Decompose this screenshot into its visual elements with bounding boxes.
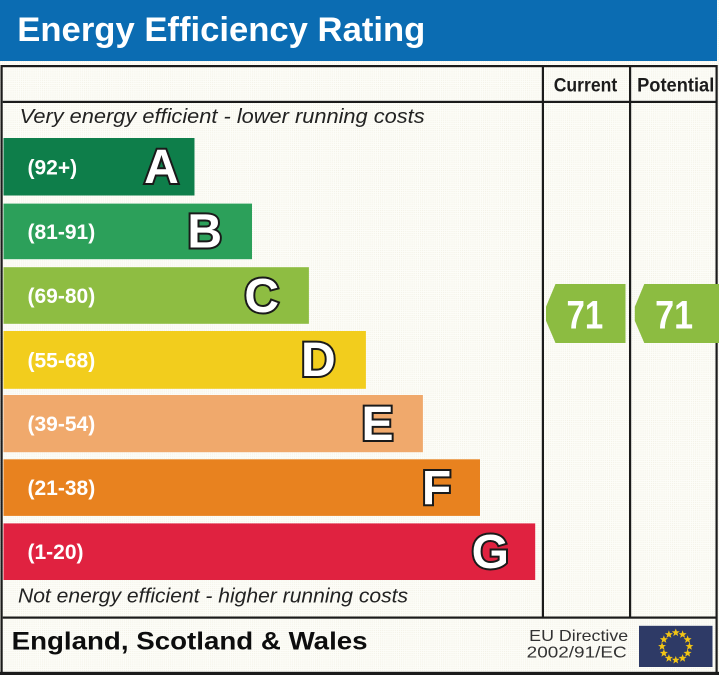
- svg-text:(92+): (92+): [28, 156, 78, 179]
- svg-text:Not energy efficient - higher: Not energy efficient - higher running co…: [18, 586, 408, 608]
- svg-text:Very energy efficient - lower: Very energy efficient - lower running co…: [20, 106, 425, 128]
- svg-text:(21-38): (21-38): [28, 477, 96, 500]
- svg-text:71: 71: [567, 294, 604, 338]
- svg-text:C: C: [244, 270, 279, 323]
- svg-text:B: B: [187, 206, 222, 259]
- svg-text:(1-20): (1-20): [28, 541, 84, 564]
- svg-text:Energy Efficiency Rating: Energy Efficiency Rating: [17, 11, 425, 49]
- svg-text:F: F: [422, 462, 451, 515]
- svg-text:A: A: [144, 141, 179, 194]
- svg-text:2002/91/EC: 2002/91/EC: [527, 645, 627, 662]
- svg-text:England, Scotland & Wales: England, Scotland & Wales: [12, 628, 368, 656]
- svg-text:EU Directive: EU Directive: [529, 628, 628, 645]
- svg-text:(39-54): (39-54): [28, 413, 96, 436]
- svg-text:Current: Current: [554, 75, 618, 97]
- svg-text:D: D: [301, 334, 336, 387]
- svg-text:Potential: Potential: [637, 75, 714, 97]
- svg-text:71: 71: [655, 294, 693, 338]
- svg-text:E: E: [361, 398, 393, 451]
- svg-text:(55-68): (55-68): [28, 349, 96, 372]
- svg-text:(69-80): (69-80): [28, 285, 96, 308]
- svg-text:G: G: [472, 526, 509, 579]
- svg-text:(81-91): (81-91): [28, 221, 96, 244]
